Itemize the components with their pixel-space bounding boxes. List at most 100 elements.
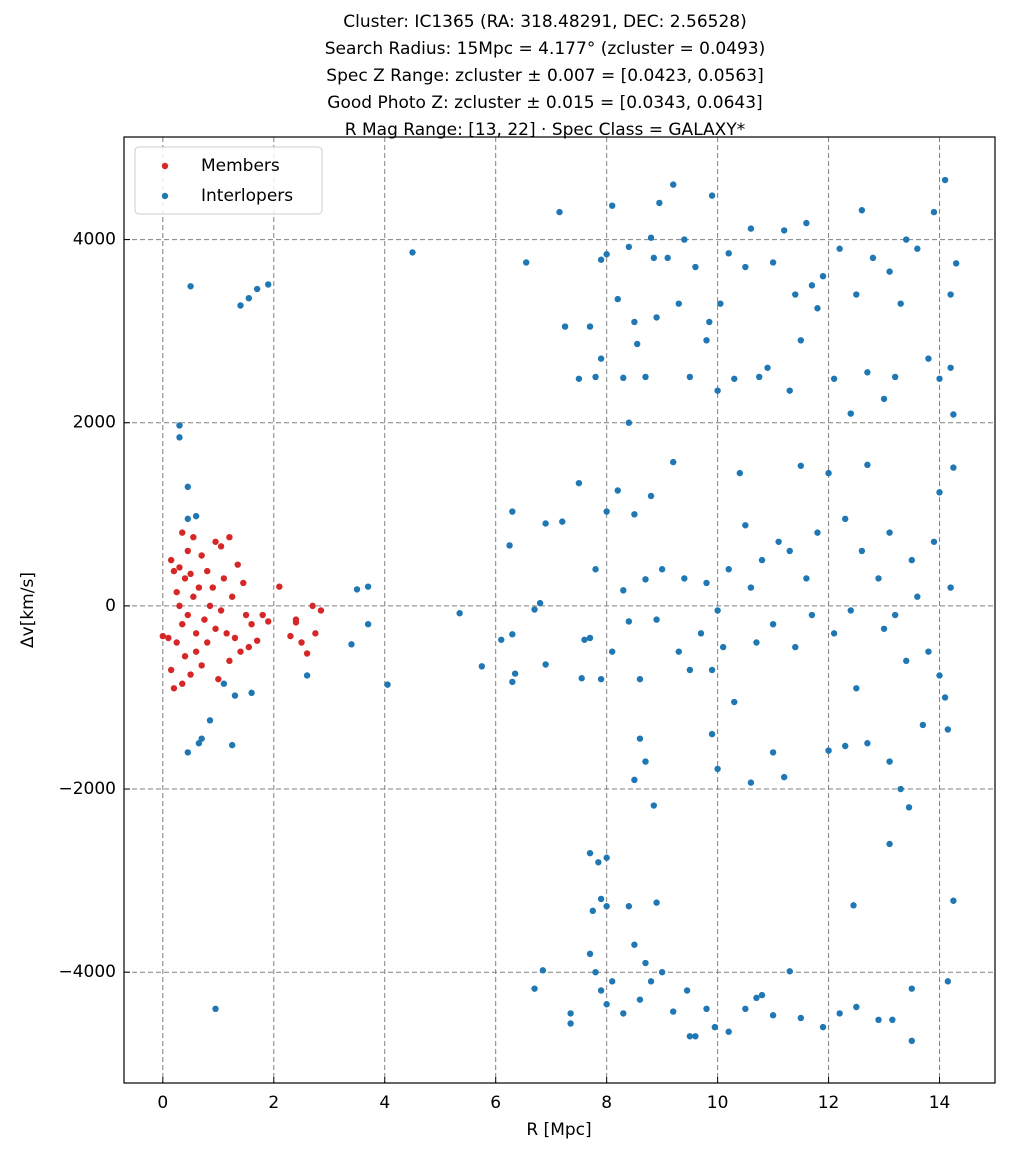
point	[603, 508, 610, 515]
point	[875, 575, 882, 582]
point	[242, 611, 250, 619]
point	[181, 653, 189, 660]
point	[891, 373, 899, 381]
point	[597, 675, 605, 683]
point	[692, 263, 699, 271]
point	[509, 631, 516, 638]
point	[586, 849, 594, 857]
point	[523, 259, 530, 266]
point	[184, 749, 191, 756]
point	[780, 227, 788, 234]
point	[209, 584, 216, 591]
point	[231, 692, 239, 699]
x-tick-label: 14	[929, 1093, 951, 1113]
point	[248, 620, 255, 628]
point	[825, 469, 832, 477]
x-tick-label: 6	[490, 1093, 501, 1113]
point	[642, 373, 649, 381]
point	[947, 364, 954, 371]
point	[303, 650, 311, 657]
point	[409, 249, 416, 256]
point	[683, 987, 691, 994]
point	[653, 616, 660, 623]
point	[647, 492, 655, 500]
point	[170, 567, 178, 575]
point	[509, 678, 516, 686]
point	[592, 566, 599, 573]
point	[681, 575, 688, 582]
point	[753, 994, 760, 1002]
point	[756, 373, 763, 381]
point	[631, 511, 638, 518]
point	[886, 758, 893, 765]
point	[198, 552, 205, 559]
point	[714, 387, 721, 394]
point	[636, 996, 644, 1003]
point	[944, 726, 952, 733]
point	[179, 529, 186, 536]
point	[364, 583, 372, 590]
point	[179, 680, 186, 687]
legend-label: Interlopers	[201, 186, 293, 206]
point	[498, 636, 505, 643]
point	[575, 375, 583, 382]
point	[875, 1016, 882, 1024]
point	[559, 518, 566, 525]
point	[742, 263, 749, 271]
point	[620, 1010, 627, 1017]
point	[642, 576, 649, 583]
point	[919, 721, 927, 729]
point	[803, 575, 810, 582]
point	[925, 648, 932, 655]
point	[531, 606, 538, 613]
point	[228, 741, 236, 749]
point	[165, 634, 172, 642]
point	[814, 529, 821, 536]
point	[217, 543, 225, 550]
point	[753, 639, 760, 646]
x-tick-label: 10	[707, 1093, 729, 1113]
point	[187, 283, 194, 290]
point	[853, 685, 860, 692]
point	[195, 740, 203, 747]
point	[758, 556, 766, 564]
point	[708, 730, 716, 738]
point	[240, 579, 247, 587]
point	[736, 469, 744, 477]
point	[248, 689, 255, 697]
point	[908, 985, 915, 992]
point	[567, 1010, 574, 1017]
point	[808, 611, 816, 619]
point	[237, 648, 244, 655]
point	[769, 259, 777, 266]
point	[298, 639, 305, 646]
point	[889, 1016, 896, 1024]
point	[237, 302, 244, 309]
point	[670, 181, 677, 188]
point	[556, 208, 563, 216]
point	[692, 1033, 699, 1040]
x-tick-label: 8	[601, 1093, 612, 1113]
point	[786, 968, 793, 975]
point	[950, 411, 957, 418]
point	[886, 268, 893, 275]
point	[808, 282, 816, 289]
point	[245, 294, 253, 302]
point	[864, 369, 871, 376]
point	[670, 458, 677, 466]
point	[190, 533, 197, 541]
point	[595, 859, 602, 866]
point	[348, 641, 355, 648]
point	[703, 1005, 710, 1013]
point	[536, 599, 544, 607]
point	[597, 256, 605, 263]
y-tick-label: 2000	[73, 413, 116, 433]
point	[245, 643, 253, 651]
point	[478, 663, 486, 670]
point	[620, 587, 627, 594]
point	[631, 941, 638, 948]
x-tick-label: 12	[818, 1093, 840, 1113]
point	[636, 735, 644, 742]
point	[703, 337, 710, 344]
point	[950, 464, 957, 471]
